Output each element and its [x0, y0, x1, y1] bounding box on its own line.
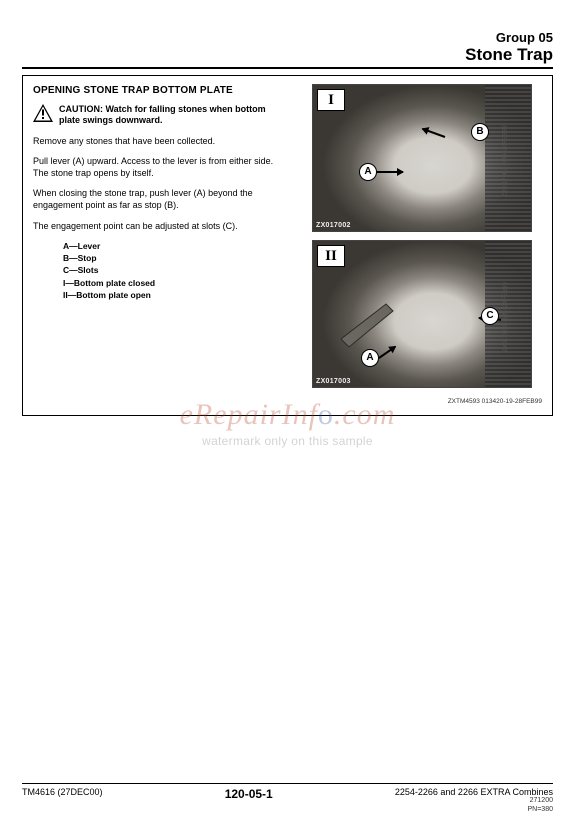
text-column: OPENING STONE TRAP BOTTOM PLATE CAUTION:… — [33, 84, 288, 301]
section-heading: OPENING STONE TRAP BOTTOM PLATE — [33, 84, 288, 98]
page-footer: TM4616 (27DEC00) 120-05-1 2254-2266 and … — [22, 783, 553, 814]
figure-2: II A C ZX017003 ZX017003 –UN–24FEB99 — [312, 240, 532, 388]
legend-item: I—Bottom plate closed — [63, 277, 288, 289]
footer-sub: PN=380 — [395, 806, 553, 814]
callout-a: A — [359, 163, 377, 181]
paragraph: Pull lever (A) upward. Access to the lev… — [33, 155, 288, 179]
callout-arrow — [377, 171, 403, 173]
legend-item: C—Slots — [63, 264, 288, 276]
figure-roman-label: I — [317, 89, 345, 111]
paragraph: The engagement point can be adjusted at … — [33, 220, 288, 232]
lever-shape-icon — [341, 299, 401, 349]
caution-text: CAUTION: Watch for falling stones when b… — [59, 104, 288, 127]
callout-c: C — [481, 307, 499, 325]
figure-side-code: ZX017003 –UN–24FEB99 — [503, 282, 509, 352]
footer-row: TM4616 (27DEC00) 120-05-1 2254-2266 and … — [22, 787, 553, 814]
legend-item: B—Stop — [63, 252, 288, 264]
figure-code: ZX017003 — [316, 378, 351, 385]
page-title: Stone Trap — [22, 45, 553, 65]
figure-1: I A B ZX017002 ZX0 17002 –UN–24FEB99 — [312, 84, 532, 232]
footer-model: 2254-2266 and 2266 EXTRA Combines — [395, 787, 553, 797]
legend-list: A—Lever B—Stop C—Slots I—Bottom plate cl… — [63, 240, 288, 302]
callout-b: B — [471, 123, 489, 141]
doc-reference: ZXTM4593 013420-19-28FEB99 — [33, 396, 542, 405]
caution-block: CAUTION: Watch for falling stones when b… — [33, 104, 288, 127]
paragraph: Remove any stones that have been collect… — [33, 135, 288, 147]
paragraph: When closing the stone trap, push lever … — [33, 187, 288, 211]
footer-left: TM4616 (27DEC00) — [22, 787, 103, 797]
page-header: Group 05 Stone Trap — [22, 30, 553, 69]
footer-sub: 271200 — [395, 797, 553, 805]
footer-page-number: 120-05-1 — [225, 787, 273, 801]
legend-item: II—Bottom plate open — [63, 289, 288, 301]
figure-side-code: ZX0 17002 –UN–24FEB99 — [502, 125, 508, 196]
legend-item: A—Lever — [63, 240, 288, 252]
content-box: OPENING STONE TRAP BOTTOM PLATE CAUTION:… — [22, 75, 553, 416]
figure-roman-label: II — [317, 245, 345, 267]
watermark-note: watermark only on this sample — [0, 434, 575, 448]
callout-a: A — [361, 349, 379, 367]
figure-column: I A B ZX017002 ZX0 17002 –UN–24FEB99 II … — [312, 84, 542, 396]
warning-icon — [33, 104, 53, 125]
group-label: Group 05 — [22, 30, 553, 45]
figure-code: ZX017002 — [316, 222, 351, 229]
footer-right-block: 2254-2266 and 2266 EXTRA Combines 271200… — [395, 787, 553, 814]
